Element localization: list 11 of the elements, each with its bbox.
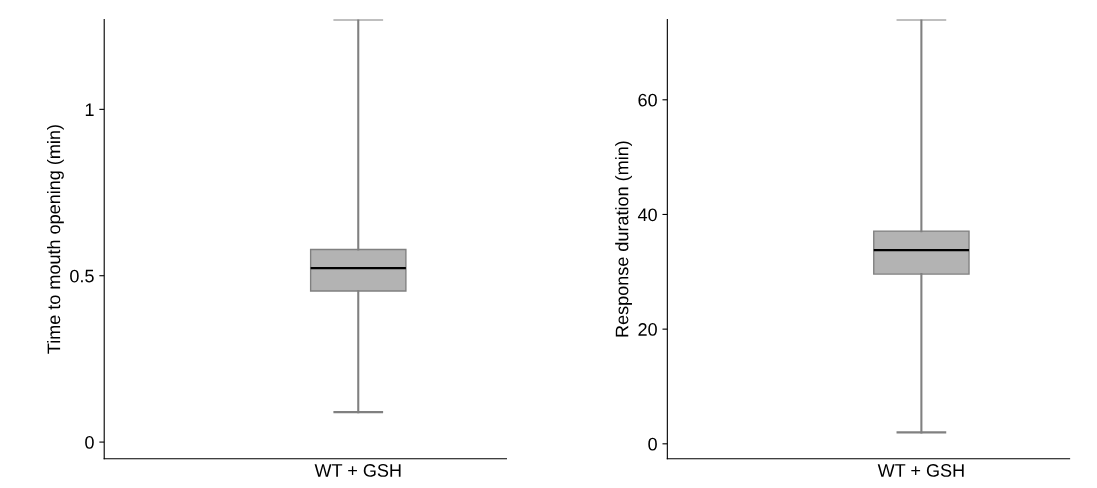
- y-axis-title: Response duration (min): [615, 141, 632, 337]
- y-tick-label: 0.5: [70, 269, 94, 283]
- y-tick-label: 1: [85, 103, 94, 116]
- y-tick-label: 0: [648, 437, 657, 451]
- y-axis-title: Time to mouth opening (min): [47, 125, 64, 354]
- y-tick-label: 40: [637, 208, 657, 222]
- x-tick-label: WT + GSH: [314, 464, 401, 477]
- y-tick-label: 60: [638, 93, 657, 107]
- x-tick-label: WT + GSH: [877, 464, 964, 477]
- y-tick-label: 0: [85, 436, 94, 449]
- y-tick-label: 20: [638, 323, 657, 336]
